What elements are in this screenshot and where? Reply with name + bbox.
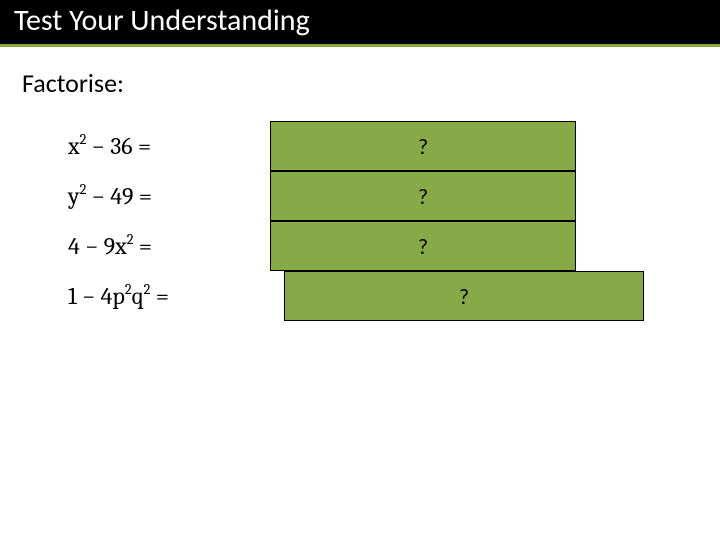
answer-box[interactable]: ? xyxy=(270,121,576,171)
answer-box-label: ? xyxy=(418,133,428,160)
title-bar: Test Your Understanding xyxy=(0,0,720,47)
answer-box-label: ? xyxy=(418,233,428,260)
answer-box-label: ? xyxy=(459,283,469,310)
expression-lhs: 4 − 9x2 = xyxy=(22,232,152,260)
content-area: Factorise: x2 − 36 =? y2 − 49 =? 4 − 9x2 =… xyxy=(0,47,720,341)
expression-lhs: x2 − 36 = xyxy=(22,132,151,160)
answer-box-label: ? xyxy=(418,183,428,210)
answer-box[interactable]: ? xyxy=(284,271,644,321)
answer-box[interactable]: ? xyxy=(270,221,576,271)
prompt-text: Factorise: xyxy=(22,67,698,99)
expression-lhs: 1 − 4p2q2 = xyxy=(22,282,169,310)
slide-title: Test Your Understanding xyxy=(14,0,706,42)
answer-box[interactable]: ? xyxy=(270,171,576,221)
rows-container: x2 − 36 =? y2 − 49 =? 4 − 9x2 =? 1 − 4p2q2 … xyxy=(22,121,698,321)
slide: Test Your Understanding Factorise: x2 − … xyxy=(0,0,720,540)
expression-lhs: y2 − 49 = xyxy=(22,182,152,210)
